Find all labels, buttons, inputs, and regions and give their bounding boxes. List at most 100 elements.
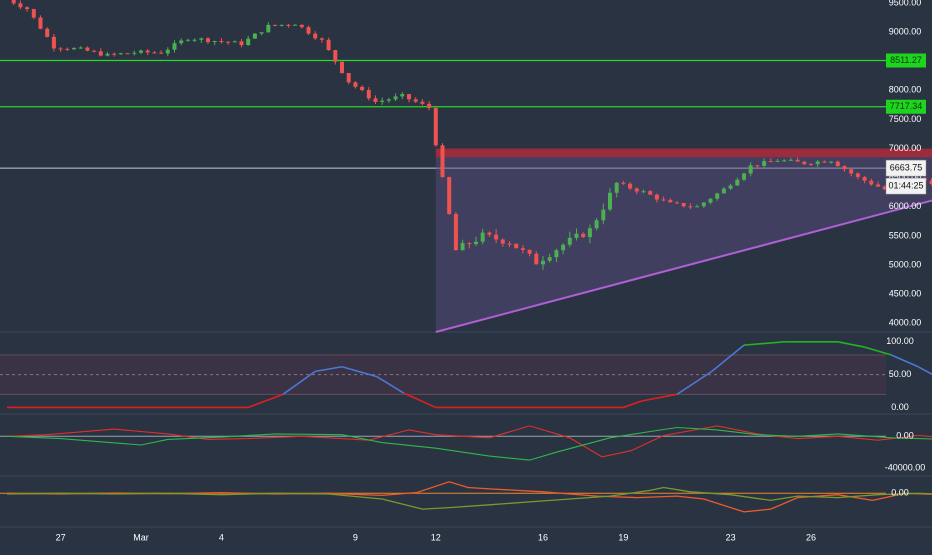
price-candle[interactable]	[668, 198, 673, 203]
price-candle[interactable]	[541, 256, 545, 270]
price-candle[interactable]	[118, 52, 123, 55]
price-candle[interactable]	[407, 93, 411, 103]
price-candle[interactable]	[139, 49, 143, 55]
price-candle[interactable]	[152, 51, 157, 54]
ascending-trendline[interactable]	[435, 186, 932, 333]
price-candle[interactable]	[507, 241, 512, 248]
price-candle[interactable]	[380, 97, 385, 105]
price-candle[interactable]	[802, 161, 807, 166]
price-candle[interactable]	[366, 87, 371, 101]
price-candle[interactable]	[98, 48, 103, 57]
price-candle[interactable]	[25, 6, 30, 12]
price-candle[interactable]	[440, 143, 445, 178]
price-candle[interactable]	[708, 198, 713, 205]
price-candle[interactable]	[447, 176, 452, 215]
price-candle[interactable]	[648, 189, 653, 195]
price-candle[interactable]	[433, 106, 438, 147]
price-candle[interactable]	[313, 31, 318, 40]
price-candle[interactable]	[219, 38, 224, 44]
price-candle[interactable]	[748, 162, 753, 177]
price-candle[interactable]	[78, 46, 83, 49]
price-candle[interactable]	[480, 228, 485, 245]
price-candle[interactable]	[829, 161, 834, 164]
price-candle[interactable]	[185, 38, 190, 42]
price-candle[interactable]	[420, 99, 425, 106]
price-candle[interactable]	[58, 46, 63, 52]
price-candle[interactable]	[742, 172, 746, 182]
price-candle[interactable]	[721, 187, 726, 194]
price-candle[interactable]	[179, 38, 184, 46]
price-candle[interactable]	[353, 81, 358, 89]
price-candle[interactable]	[782, 159, 787, 162]
price-candle[interactable]	[393, 93, 398, 102]
price-candle[interactable]	[226, 41, 231, 45]
price-candle[interactable]	[239, 39, 244, 48]
price-candle[interactable]	[594, 217, 599, 231]
price-candle[interactable]	[795, 157, 800, 162]
price-candle[interactable]	[567, 231, 572, 248]
price-candle[interactable]	[715, 192, 720, 201]
price-candle[interactable]	[319, 37, 324, 43]
price-candle[interactable]	[621, 180, 626, 185]
price-candle[interactable]	[500, 238, 505, 247]
price-candle[interactable]	[333, 49, 338, 65]
price-candle[interactable]	[51, 33, 56, 52]
price-candle[interactable]	[634, 187, 639, 195]
price-candle[interactable]	[574, 228, 579, 241]
price-candle[interactable]	[125, 52, 130, 55]
price-candle[interactable]	[165, 47, 170, 57]
price-candle[interactable]	[701, 202, 706, 208]
price-candle[interactable]	[460, 239, 465, 251]
price-candle[interactable]	[695, 204, 700, 208]
price-candle[interactable]	[340, 61, 344, 74]
resistance-zone[interactable]	[435, 148, 932, 158]
price-candle[interactable]	[641, 189, 646, 194]
price-candle[interactable]	[31, 8, 36, 20]
price-candle[interactable]	[581, 232, 586, 238]
price-candle[interactable]	[72, 47, 76, 50]
price-candle[interactable]	[601, 203, 606, 225]
price-candle[interactable]	[487, 231, 492, 237]
price-candle[interactable]	[293, 24, 298, 26]
price-candle[interactable]	[286, 23, 291, 28]
price-candle[interactable]	[413, 97, 418, 103]
price-candle[interactable]	[788, 157, 793, 161]
price-candle[interactable]	[11, 0, 16, 6]
price-candle[interactable]	[18, 0, 23, 10]
price-candle[interactable]	[842, 165, 847, 172]
triangle-pattern[interactable]	[435, 151, 932, 332]
price-candle[interactable]	[85, 46, 90, 52]
price-candle[interactable]	[252, 33, 257, 39]
price-candle[interactable]	[775, 158, 780, 162]
price-candle[interactable]	[554, 248, 559, 262]
price-candle[interactable]	[768, 158, 773, 163]
price-candle[interactable]	[735, 177, 740, 186]
price-candle[interactable]	[527, 249, 532, 257]
price-candle[interactable]	[65, 47, 70, 52]
price-candle[interactable]	[835, 160, 840, 167]
price-candle[interactable]	[453, 212, 458, 251]
price-candle[interactable]	[809, 163, 813, 166]
price-candle[interactable]	[299, 24, 304, 29]
price-candle[interactable]	[534, 251, 539, 265]
price-candle[interactable]	[306, 25, 311, 35]
price-candle[interactable]	[882, 185, 887, 191]
price-candle[interactable]	[681, 202, 686, 208]
price-candle[interactable]	[728, 183, 733, 191]
price-candle[interactable]	[159, 50, 164, 54]
price-candle[interactable]	[855, 172, 860, 180]
price-candle[interactable]	[862, 176, 867, 184]
price-candle[interactable]	[232, 40, 237, 43]
price-candle[interactable]	[561, 243, 566, 255]
price-candle[interactable]	[815, 159, 820, 168]
price-candle[interactable]	[373, 95, 378, 105]
price-candle[interactable]	[474, 236, 478, 247]
price-candle[interactable]	[360, 85, 365, 92]
price-candle[interactable]	[172, 40, 177, 53]
price-candle[interactable]	[587, 224, 592, 244]
price-candle[interactable]	[628, 181, 633, 191]
price-candle[interactable]	[132, 50, 137, 56]
price-candle[interactable]	[467, 241, 472, 249]
price-candle[interactable]	[206, 37, 210, 44]
